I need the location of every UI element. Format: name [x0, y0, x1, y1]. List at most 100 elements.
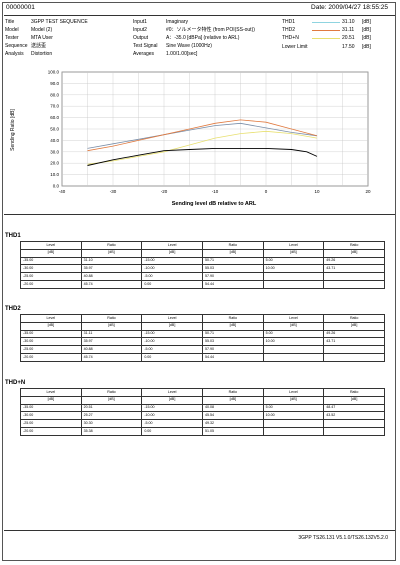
table-cell: 40.08: [201, 403, 264, 413]
table-cell: [dB]: [323, 395, 385, 405]
table-cell: -35.00: [20, 403, 82, 413]
table-cell: 10.00: [262, 411, 325, 421]
y-tick-label: 0.0: [53, 184, 60, 189]
input1-value: Imaginary: [166, 19, 188, 25]
table-cell: [dB]: [20, 395, 82, 405]
table-cell: -10.00: [141, 337, 203, 347]
legend-swatch-thd1: [312, 22, 340, 23]
table-row: -35.00 31.11 -15.00 50.71 5.00 49.26: [20, 329, 385, 339]
table-cell: -25.00: [20, 419, 82, 428]
table-cell: -35.00: [20, 329, 82, 339]
table-cell: 30.30: [80, 419, 143, 428]
table-cell: -10.00: [141, 264, 203, 274]
table-cell: -5.00: [141, 272, 203, 281]
legend-value-thd2: 31.11: [342, 27, 355, 33]
meta-value-analysis: Distortion: [31, 51, 53, 57]
thd1-table: Level Ratio Level Ratio Level Ratio [dB] [dB] [d…: [20, 241, 385, 289]
table-cell: 35.97: [80, 264, 143, 274]
table-cell: -30.00: [20, 411, 82, 421]
table-cell: 57.90: [201, 345, 264, 354]
header-divider: [4, 15, 395, 16]
meta-label-title: Title: [5, 19, 15, 25]
legend-unit-thd1: [dB]: [362, 19, 371, 25]
table-cell: 49.26: [323, 256, 385, 266]
table-cell: [262, 352, 325, 362]
signal-value: Sine Wave (1000Hz): [166, 43, 212, 49]
table-cell: [dB]: [262, 321, 325, 331]
table-cell: 0.00: [141, 352, 203, 362]
x-tick-label: 10: [314, 189, 320, 194]
table-cell: -5.00: [141, 419, 203, 428]
table-cell: -5.00: [141, 345, 203, 354]
series-line-thd-n: [87, 130, 318, 165]
averages-value: 1.00/1.00[sec]: [166, 51, 198, 57]
table-row: -30.00 35.97 -10.00 55.03 10.00 43.71: [20, 337, 385, 347]
table-cell: -30.00: [20, 264, 82, 274]
table-cell: [262, 279, 325, 289]
table-cell: [323, 279, 385, 289]
input1-label: Input1: [133, 19, 147, 25]
table-header-row: Level Ratio Level Ratio Level Ratio: [20, 241, 385, 250]
y-tick-label: 70.0: [50, 104, 59, 109]
table-cell: [dB]: [201, 395, 264, 405]
y-tick-label: 80.0: [50, 92, 59, 97]
table-cell: Level: [20, 388, 82, 397]
document-id: 00000001: [6, 4, 35, 11]
table-cell: -15.00: [141, 256, 203, 266]
table-cell: [dB]: [201, 248, 264, 258]
table-cell: [dB]: [323, 321, 385, 331]
table-header-row: Level Ratio Level Ratio Level Ratio: [20, 314, 385, 323]
table-unit-row: [dB] [dB] [dB] [dB] [dB] [dB]: [20, 321, 385, 331]
meta-value-model: Model (2): [31, 27, 53, 33]
table-row: -25.00 40.88 -5.00 57.90: [20, 272, 385, 281]
table-unit-row: [dB] [dB] [dB] [dB] [dB] [dB]: [20, 395, 385, 405]
table-cell: 55.03: [201, 337, 264, 347]
table-cell: [dB]: [80, 248, 143, 258]
table-cell: 43.71: [323, 337, 385, 347]
legend-unit-lower-limit: [dB]: [362, 44, 371, 50]
table-cell: 43.71: [323, 264, 385, 274]
table-cell: Ratio: [323, 314, 385, 323]
table-cell: [262, 426, 325, 436]
table-cell: [dB]: [201, 321, 264, 331]
table-cell: [dB]: [141, 321, 203, 331]
table-cell: [dB]: [20, 321, 82, 331]
table-cell: 45.74: [80, 352, 143, 362]
meta-value-title: 3GPP TEST SEQUENCE: [31, 19, 88, 25]
x-tick-label: 20: [365, 189, 371, 194]
table-cell: 31.10: [80, 256, 143, 266]
table-cell: 55.03: [201, 264, 264, 274]
table-cell: [dB]: [141, 395, 203, 405]
signal-label: Test Signal: [133, 43, 158, 49]
table-row: -30.00 35.97 -10.00 55.03 10.00 43.71: [20, 264, 385, 274]
x-tick-label: -20: [161, 189, 168, 194]
table-title-thdn: THD+N: [5, 380, 26, 386]
series-line-thd2: [87, 119, 318, 152]
x-tick-label: -40: [59, 189, 66, 194]
table-cell: [323, 426, 385, 436]
table-title-thd2: THD2: [5, 306, 21, 312]
meta-label-model: Model: [5, 27, 19, 33]
table-cell: 5.00: [262, 256, 325, 266]
series-line-thd1: [87, 122, 318, 149]
table-cell: Level: [141, 314, 203, 323]
table-cell: 50.71: [201, 329, 264, 339]
x-axis-label: Sending level dB relative to ARL: [172, 201, 257, 207]
input2-value: #0：ソルメータ特性 (from POI(SS-out)): [166, 27, 255, 33]
table-cell: 0.00: [141, 426, 203, 436]
table-cell: -20.00: [20, 426, 82, 436]
table-cell: [dB]: [323, 248, 385, 258]
table-cell: 51.05: [201, 426, 264, 436]
output-value: A：-35.0 [dBPa] (relative to ARL): [166, 35, 240, 41]
table-cell: -30.00: [20, 337, 82, 347]
chart-divider: [4, 214, 395, 215]
table-cell: [323, 352, 385, 362]
table-cell: 43.52: [323, 411, 385, 421]
x-tick-label: -30: [110, 189, 117, 194]
table-cell: -20.00: [20, 352, 82, 362]
y-tick-label: 40.0: [50, 138, 59, 143]
y-tick-label: 60.0: [50, 115, 59, 120]
y-tick-label: 20.0: [50, 161, 59, 166]
y-tick-label: 90.0: [50, 81, 59, 86]
table-row: -35.00 20.51 -15.00 40.08 5.00 48.47: [20, 403, 385, 413]
